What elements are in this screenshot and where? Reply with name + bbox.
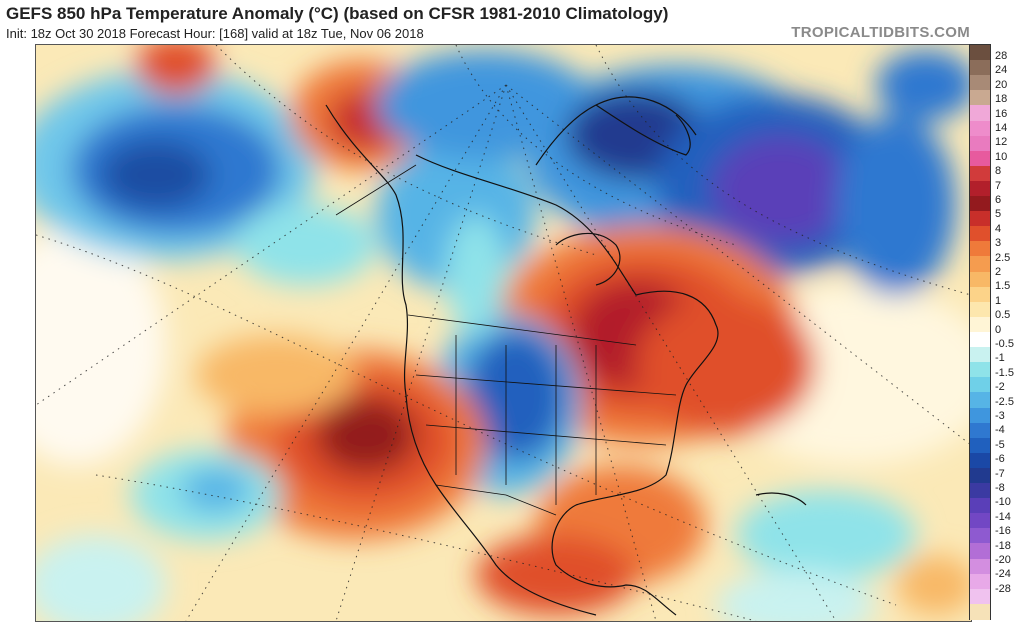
anomaly-field xyxy=(36,45,971,621)
colorbar-swatch xyxy=(970,407,990,424)
colorbar-tick-label: -3 xyxy=(995,410,1005,422)
colorbar-swatch xyxy=(970,558,990,575)
colorbar-tick-label: -24 xyxy=(995,568,1011,581)
colorbar-tick-label: -10 xyxy=(995,496,1011,509)
colorbar-tick-label: 4 xyxy=(995,222,1002,235)
colorbar-swatch xyxy=(970,256,990,273)
colorbar-swatch xyxy=(970,588,990,605)
colorbar-swatch xyxy=(970,180,990,198)
colorbar-swatch xyxy=(970,241,990,258)
colorbar-swatch xyxy=(970,211,990,228)
colorbar-tick-label: -5 xyxy=(995,438,1005,451)
colorbar-tick-label: -0.5 xyxy=(995,338,1014,350)
colorbar-tick-label: 2 xyxy=(995,266,1002,278)
colorbar-swatch xyxy=(970,603,990,620)
colorbar-swatch xyxy=(970,226,990,243)
anomaly-map xyxy=(35,44,972,622)
colorbar-swatch xyxy=(970,377,990,394)
borders xyxy=(335,164,677,516)
colorbar-swatch xyxy=(970,135,990,152)
colorbar-swatch xyxy=(970,165,990,182)
colorbar-swatch xyxy=(970,452,990,469)
colorbar-tick-label: 0.5 xyxy=(995,309,1011,322)
colorbar-tick-label: -14 xyxy=(995,510,1011,523)
colorbar-tick-label: -28 xyxy=(995,582,1011,595)
colorbar-tick-label: -4 xyxy=(995,424,1005,437)
colorbar-tick-label: -6 xyxy=(995,453,1005,466)
colorbar-swatch xyxy=(970,437,990,454)
colorbar-tick-label: 1.5 xyxy=(995,280,1011,293)
colorbar-tick-label: -2 xyxy=(995,381,1005,394)
graticule xyxy=(36,45,971,621)
colorbar-swatch xyxy=(970,301,990,318)
colorbar-tick-label: 18 xyxy=(995,93,1008,106)
colorbar-tick-label: 20 xyxy=(995,78,1008,91)
colorbar-tick-label: 2.5 xyxy=(995,251,1011,264)
colorbar-tick-label: -2.5 xyxy=(995,395,1014,408)
colorbar-tick-label: 10 xyxy=(995,150,1008,163)
source-brand: TROPICALTIDBITS.COM xyxy=(791,24,970,41)
colorbar-tick-label: 12 xyxy=(995,136,1008,149)
colorbar-tick-label: 3 xyxy=(995,237,1002,250)
colorbar-tick-label: 5 xyxy=(995,208,1002,221)
colorbar-swatch xyxy=(970,332,990,349)
colorbar-swatch xyxy=(970,316,990,333)
colorbar-swatch xyxy=(970,513,990,530)
colorbar-tick-label: 28 xyxy=(995,50,1008,62)
colorbar-tick-label: 8 xyxy=(995,165,1002,178)
colorbar-tick-label: -20 xyxy=(995,554,1011,566)
colorbar-tick-label: 7 xyxy=(995,179,1002,192)
colorbar-swatch xyxy=(970,392,990,409)
colorbar-swatch xyxy=(970,362,990,379)
colorbar-tick-label: 24 xyxy=(995,64,1008,77)
colorbar-swatch xyxy=(970,573,990,590)
colorbar-swatch xyxy=(970,528,990,545)
colorbar-swatch xyxy=(970,150,990,167)
colorbar-tick-label: -16 xyxy=(995,525,1011,538)
colorbar-swatch xyxy=(970,120,990,137)
colorbar-tick-label: 0 xyxy=(995,323,1002,336)
colorbar-swatch xyxy=(970,105,990,122)
colorbar-swatch xyxy=(970,543,990,560)
colorbar-swatch xyxy=(970,347,990,364)
colorbar-tick-label: -7 xyxy=(995,467,1005,480)
colorbar-swatch xyxy=(970,45,990,62)
colorbar-tick-label: -1.5 xyxy=(995,366,1014,379)
colorbar-tick-label: 6 xyxy=(995,194,1002,206)
colorbar-swatch xyxy=(970,286,990,303)
colorbar-swatch xyxy=(970,60,990,77)
colorbar-tick-label: -8 xyxy=(995,482,1005,494)
colorbar-tick-label: -18 xyxy=(995,539,1011,552)
colorbar-swatch xyxy=(970,498,990,515)
map-title: GEFS 850 hPa Temperature Anomaly (°C) (b… xyxy=(6,4,669,23)
colorbar-tick-label: 16 xyxy=(995,107,1008,120)
colorbar-swatch xyxy=(970,196,990,213)
colorbar-swatch xyxy=(970,75,990,92)
coastlines xyxy=(325,96,807,616)
colorbar-swatch xyxy=(970,271,990,288)
colorbar-tick-label: -1 xyxy=(995,352,1005,365)
forecast-info: Init: 18z Oct 30 2018 Forecast Hour: [16… xyxy=(6,26,424,41)
colorbar-tick-label: 1 xyxy=(995,294,1002,307)
colorbar-swatch xyxy=(970,483,990,500)
colorbar xyxy=(969,44,991,620)
colorbar-swatch xyxy=(970,467,990,485)
colorbar-tick-label: 14 xyxy=(995,122,1008,134)
colorbar-swatch xyxy=(970,422,990,439)
colorbar-swatch xyxy=(970,90,990,107)
